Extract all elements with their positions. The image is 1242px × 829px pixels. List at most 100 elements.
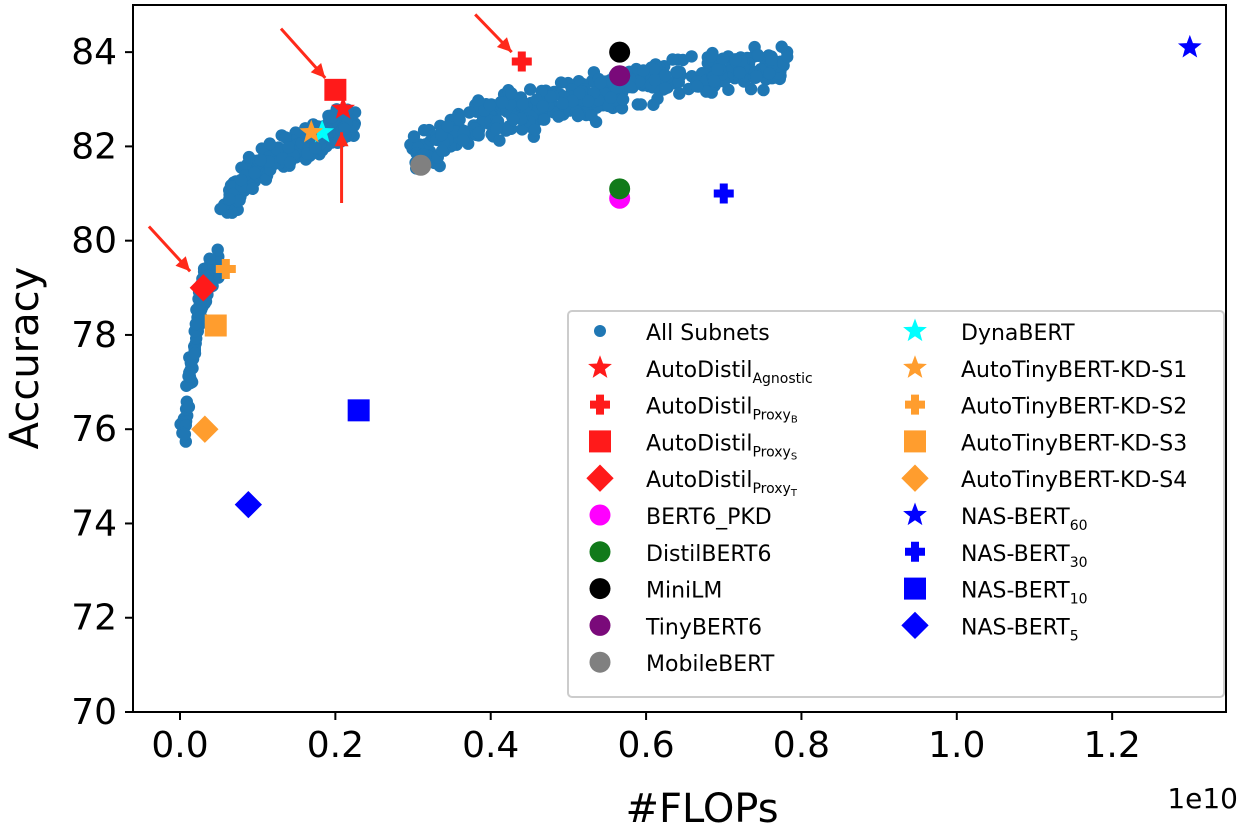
legend-label: DynaBERT	[961, 321, 1075, 346]
model-point	[204, 314, 227, 337]
subnet-point	[515, 123, 529, 136]
subnet-point	[178, 428, 192, 441]
legend: All SubnetsAutoDistilAgnosticAutoDistilP…	[567, 310, 1225, 698]
subnet-point	[263, 137, 276, 150]
legend-marker	[901, 464, 929, 492]
subnet-point	[223, 192, 236, 206]
subnet-point	[729, 53, 742, 66]
model-point	[609, 178, 631, 200]
annotation-arrowhead	[334, 132, 349, 147]
x-tick-label: 0.4	[462, 725, 519, 766]
subnet-point	[338, 122, 351, 136]
subnet-point	[233, 194, 246, 207]
subnet-point	[566, 94, 579, 108]
subnet-point	[582, 94, 595, 108]
y-tick-label: 78	[71, 315, 117, 356]
legend-label: NAS-BERT60	[961, 505, 1088, 534]
y-tick-label: 72	[71, 598, 117, 639]
x-tick-label: 0.0	[151, 725, 208, 766]
legend-marker	[904, 577, 926, 600]
legend-marker	[589, 578, 611, 600]
subnet-point	[214, 202, 227, 216]
subnet-point	[189, 317, 202, 331]
model-point	[234, 490, 263, 519]
subnet-point	[309, 141, 322, 154]
subnet-point	[493, 134, 506, 147]
legend-label: All Subnets	[646, 321, 770, 346]
model-point	[410, 154, 432, 176]
legend-label: MobileBERT	[646, 652, 775, 677]
legend-marker	[586, 464, 614, 492]
subnet-point	[765, 53, 778, 66]
subnet-point	[750, 70, 763, 83]
subnet-point	[456, 133, 470, 147]
subnet-point	[283, 156, 297, 169]
model-point	[215, 258, 236, 279]
y-axis-label: Accuracy	[2, 267, 48, 450]
model-point	[347, 399, 370, 422]
model-point	[191, 415, 219, 443]
annotation-arrowhead	[310, 62, 326, 79]
subnet-point	[700, 85, 713, 98]
subnet-point	[483, 99, 497, 112]
subnet-point	[203, 252, 216, 265]
subnet-point	[325, 111, 338, 124]
x-tick-label: 0.2	[307, 725, 364, 766]
legend-label: NAS-BERT30	[961, 542, 1088, 571]
subnet-point	[254, 153, 267, 167]
legend-marker	[590, 394, 610, 415]
subnet-point	[472, 94, 485, 107]
legend-marker	[588, 355, 612, 378]
subnet-point	[496, 96, 509, 109]
subnet-point	[554, 76, 568, 89]
model-point	[324, 78, 347, 101]
model-point	[331, 96, 356, 119]
x-tick-label: 0.6	[617, 725, 674, 766]
x-axis-offset-label: 1e10	[1167, 782, 1238, 815]
subnet-point	[647, 63, 661, 76]
model-point	[299, 119, 324, 143]
subnet-point	[672, 75, 685, 89]
legend-marker	[589, 430, 611, 453]
legend-marker	[904, 430, 926, 453]
subnet-point	[634, 98, 648, 111]
legend-marker	[589, 651, 611, 673]
subnet-point	[733, 66, 747, 80]
subnet-point	[571, 108, 585, 122]
subnet-point	[604, 91, 617, 104]
model-point	[609, 65, 631, 87]
legend-label: NAS-BERT5	[961, 615, 1079, 644]
model-point	[713, 183, 734, 204]
subnet-point	[453, 113, 466, 126]
legend-marker	[589, 614, 611, 636]
subnet-point	[524, 83, 537, 96]
subnet-point	[463, 106, 476, 119]
subnet-point	[282, 141, 295, 154]
legend-label: AutoTinyBERT-KD-S1	[961, 358, 1187, 383]
x-tick-label: 1.0	[928, 725, 985, 766]
subnet-point	[670, 65, 684, 79]
legend-marker	[901, 611, 929, 640]
subnet-point	[594, 76, 607, 90]
subnet-point	[472, 126, 485, 140]
subnet-point	[690, 80, 704, 93]
y-tick-label: 76	[71, 409, 117, 450]
model-point	[310, 119, 335, 143]
subnet-point	[188, 347, 202, 360]
subnet-point	[234, 173, 248, 187]
legend-marker	[589, 504, 611, 526]
subnet-point	[637, 64, 650, 77]
subnet-point	[706, 50, 719, 63]
subnet-point	[435, 144, 449, 157]
subnet-point	[624, 80, 637, 94]
subnet-point	[516, 97, 529, 111]
subnet-point	[490, 122, 503, 135]
subnet-point	[182, 400, 196, 414]
model-point	[511, 51, 532, 72]
legend-label: AutoTinyBERT-KD-S4	[961, 468, 1187, 493]
subnet-point	[673, 87, 686, 100]
y-tick-label: 82	[71, 126, 117, 167]
subnet-point	[556, 97, 569, 110]
y-tick-label: 70	[71, 692, 117, 733]
legend-marker	[905, 541, 925, 562]
